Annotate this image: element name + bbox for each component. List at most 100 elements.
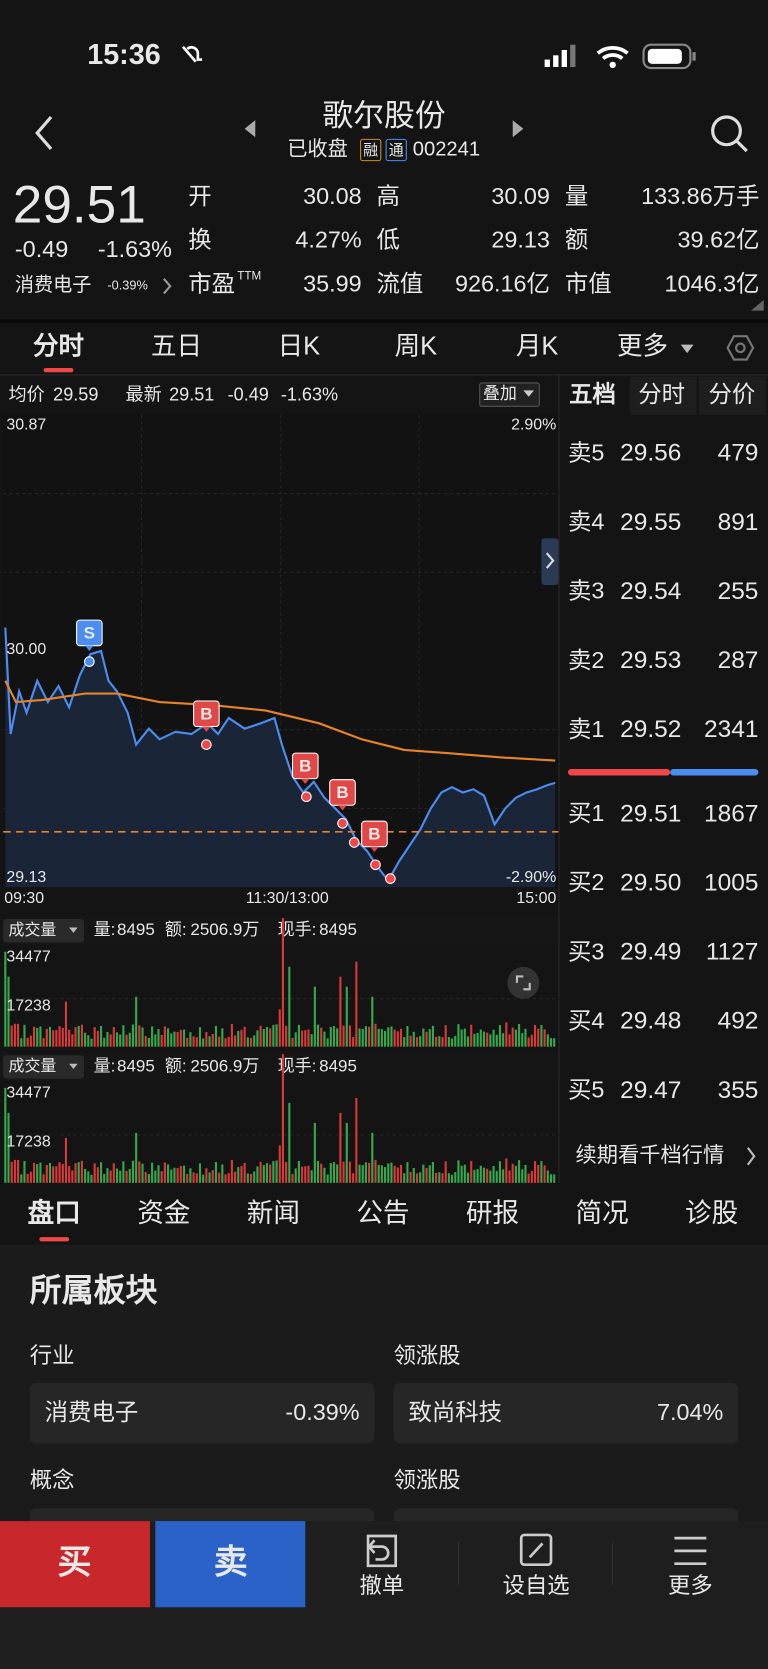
volume-bar [454, 1035, 457, 1047]
volume-bar [221, 1164, 224, 1183]
volume-bar [135, 996, 138, 1047]
price: 29.51 [13, 176, 146, 235]
volume-bar [87, 1171, 90, 1183]
volume-vol: 8495 [117, 1056, 155, 1075]
search-button[interactable] [711, 115, 742, 147]
volume-bar [182, 1029, 186, 1047]
leader-pct: 7.04% [657, 1399, 723, 1425]
volume-selector[interactable] [3, 919, 85, 943]
buy-button[interactable] [0, 1521, 150, 1608]
detail-tab[interactable]: 诊股 [685, 1198, 738, 1228]
fullscreen-button[interactable] [507, 966, 540, 999]
tag-box [360, 138, 382, 162]
volume-bar [451, 1038, 454, 1047]
next-stock[interactable] [512, 120, 524, 138]
volume-bar [144, 1172, 147, 1183]
book-volume: 2341 [704, 716, 758, 743]
watch-label[interactable]: 设自选 [503, 1573, 570, 1598]
detail-tab[interactable]: 盘口 [28, 1198, 81, 1228]
overlay-button[interactable] [479, 382, 540, 407]
volume-bar [256, 1030, 259, 1047]
more-label[interactable]: 更多 [668, 1573, 713, 1598]
stat-label: 开 [188, 183, 211, 209]
chart-tab[interactable]: 周K [395, 333, 438, 361]
volume-bar [409, 1171, 412, 1183]
book-label: 卖1 [568, 716, 604, 742]
concept-leader-label: 领涨股 [394, 1468, 461, 1493]
volume-bar [310, 1170, 313, 1183]
volume-bar [211, 1170, 214, 1183]
volume-bar [498, 1161, 502, 1183]
book-label: 卖3 [568, 578, 604, 604]
book-tab-bg[interactable] [698, 376, 766, 415]
volume-bar [278, 1009, 281, 1047]
book-tab: 分时 [638, 381, 685, 407]
volume-bar [147, 1174, 150, 1183]
volume-bar [332, 1026, 336, 1047]
leader-name: 致尚科技 [408, 1399, 502, 1425]
volume-bar [249, 1037, 253, 1047]
chart-tab[interactable]: 更多 [617, 333, 668, 361]
stat-value: 39.62亿 [678, 227, 760, 253]
volume-bar [444, 1161, 447, 1183]
detail-tab[interactable]: 资金 [137, 1198, 190, 1228]
section-title: 所属板块 [30, 1272, 158, 1308]
volume-amt-label: 额: [165, 920, 187, 939]
sector[interactable]: 消费电子 [15, 274, 92, 296]
volume-bar [182, 1165, 186, 1183]
stat-value: 35.99 [303, 270, 362, 296]
volume-bar [99, 1162, 103, 1183]
volume-bar [521, 1033, 524, 1047]
stat-label-sup: TTM [237, 270, 261, 283]
sell-button[interactable] [155, 1521, 306, 1608]
leader-card[interactable] [393, 1382, 739, 1444]
chart-tab[interactable]: 五日 [151, 333, 202, 361]
chart-tab[interactable]: 月K [516, 333, 559, 361]
book-tab: 五档 [569, 381, 616, 407]
latest-label: 最新 [126, 384, 162, 404]
detail-tab[interactable]: 研报 [466, 1198, 519, 1228]
book-volume: 1867 [704, 800, 758, 827]
volume-bar [444, 1025, 447, 1047]
back-button[interactable] [35, 115, 53, 150]
stat-value: 30.08 [303, 183, 362, 209]
volume-bar [84, 1032, 87, 1047]
book-price: 29.55 [620, 509, 681, 536]
volume-bar [313, 986, 316, 1047]
volume-bar [218, 1036, 221, 1047]
detail-tab[interactable]: 简况 [575, 1198, 628, 1228]
volume-bar [278, 1145, 281, 1183]
volume-selector[interactable] [3, 1055, 85, 1079]
volume-bar [106, 1031, 109, 1047]
book-tab-bg[interactable] [560, 376, 628, 415]
volume-bar [355, 961, 358, 1047]
volume-mid: 17238 [6, 997, 50, 1014]
depth-link[interactable]: 续期看千档行情 [575, 1143, 724, 1167]
volume-bar [486, 1168, 489, 1183]
volume-bar [151, 1026, 154, 1047]
detail-tab[interactable]: 公告 [356, 1198, 409, 1228]
volume-bar [119, 1170, 122, 1183]
volume-bar [230, 1023, 233, 1047]
prev-stock[interactable] [244, 120, 256, 138]
volume-bar [128, 1168, 131, 1183]
volume-bar [269, 1028, 272, 1047]
chart-tab[interactable]: 分时 [33, 333, 84, 361]
book-tab-bg[interactable] [629, 376, 697, 415]
industry-card[interactable] [29, 1382, 375, 1444]
volume-bar [125, 1034, 128, 1047]
settings-icon[interactable] [726, 335, 755, 361]
volume-bar [224, 1174, 227, 1183]
detail-tab[interactable]: 新闻 [247, 1198, 300, 1228]
volume-bar [396, 1031, 399, 1047]
volume-bar [326, 1174, 329, 1183]
chart-tab[interactable]: 日K [278, 333, 321, 361]
volume-bar [189, 1032, 192, 1047]
volume-bar [227, 1173, 230, 1183]
stat-label: 量 [565, 183, 588, 209]
volume-bar [262, 1165, 265, 1183]
volume-bar [214, 1162, 217, 1183]
cancel-label[interactable]: 撤单 [360, 1573, 405, 1598]
expand-tab[interactable] [541, 538, 559, 586]
